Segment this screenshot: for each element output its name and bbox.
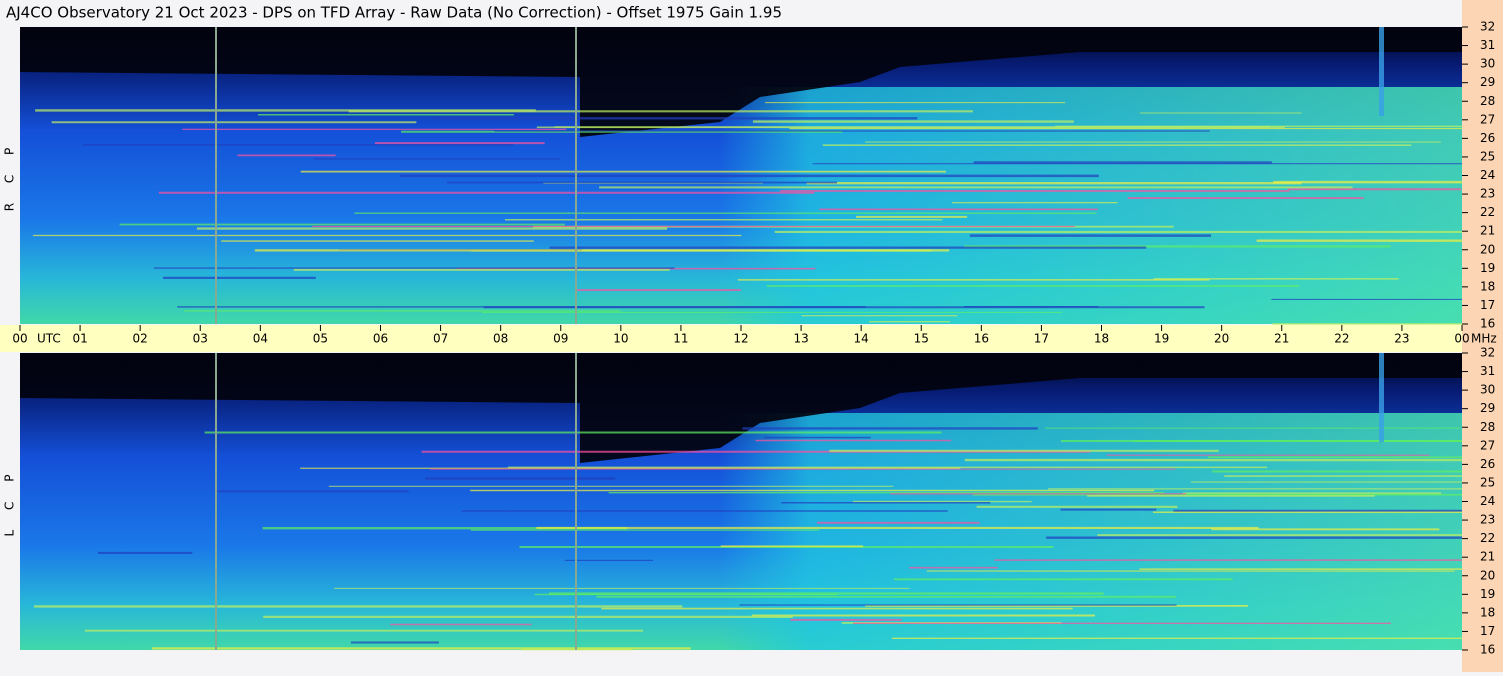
freq-tick-label: 30 <box>1480 383 1495 397</box>
title: AJ4CO Observatory 21 Oct 2023 - DPS on T… <box>6 4 782 22</box>
freq-tick-label: 32 <box>1480 346 1495 360</box>
freq-tick-label: 24 <box>1480 168 1495 182</box>
time-label: 23 <box>1394 332 1409 346</box>
freq-tick-label: 17 <box>1480 624 1495 638</box>
interference-band <box>1379 353 1384 443</box>
spectrogram-quiet <box>20 27 1462 137</box>
freq-tick-label: 28 <box>1480 94 1495 108</box>
freq-tick-label: 22 <box>1480 531 1495 545</box>
time-label: 04 <box>253 332 268 346</box>
freq-tick-label: 23 <box>1480 187 1495 201</box>
time-label: 14 <box>854 332 869 346</box>
freq-tick-label: 25 <box>1480 149 1495 163</box>
time-label: 12 <box>733 332 748 346</box>
time-label: 01 <box>72 332 87 346</box>
time-strip <box>0 325 1462 352</box>
freq-tick-label: 19 <box>1480 261 1495 275</box>
freq-tick-label: 26 <box>1480 457 1495 471</box>
time-label: 17 <box>1034 332 1049 346</box>
time-label: 05 <box>313 332 328 346</box>
freq-tick-label: 31 <box>1480 38 1495 52</box>
frequency-strip <box>1462 0 1503 672</box>
polarization-label: R C P <box>3 140 17 212</box>
spectrogram-quiet <box>20 353 1462 463</box>
freq-tick-label: 32 <box>1480 20 1495 34</box>
freq-tick-label: 29 <box>1480 401 1495 415</box>
freq-tick-label: 22 <box>1480 205 1495 219</box>
freq-tick-label: 28 <box>1480 420 1495 434</box>
freq-tick-label: 30 <box>1480 57 1495 71</box>
freq-tick-label: 16 <box>1480 643 1495 657</box>
spectrogram-activity <box>720 413 1462 650</box>
freq-tick-label: 20 <box>1480 568 1495 582</box>
time-label: 09 <box>553 332 568 346</box>
freq-tick-label: 27 <box>1480 438 1495 452</box>
time-label: 07 <box>433 332 448 346</box>
freq-tick-label: 21 <box>1480 550 1495 564</box>
time-label: 16 <box>974 332 989 346</box>
freq-tick-label: 24 <box>1480 494 1495 508</box>
freq-tick-label: 25 <box>1480 475 1495 489</box>
freq-tick-label: 26 <box>1480 131 1495 145</box>
time-label: 08 <box>493 332 508 346</box>
time-label: 19 <box>1154 332 1169 346</box>
time-label: 03 <box>193 332 208 346</box>
time-label: 06 <box>373 332 388 346</box>
time-label: 21 <box>1274 332 1289 346</box>
polarization-label: L C P <box>3 467 17 537</box>
time-unit: UTC <box>37 332 61 346</box>
time-label: 10 <box>613 332 628 346</box>
time-label: 15 <box>914 332 929 346</box>
freq-tick-label: 19 <box>1480 587 1495 601</box>
freq-tick-label: 17 <box>1480 298 1495 312</box>
interference-band <box>1379 27 1384 117</box>
freq-tick-label: 29 <box>1480 75 1495 89</box>
frequency-unit: MHz <box>1471 332 1497 346</box>
freq-tick-label: 27 <box>1480 112 1495 126</box>
time-label: 18 <box>1094 332 1109 346</box>
time-label: 20 <box>1214 332 1229 346</box>
freq-tick-label: 18 <box>1480 605 1495 619</box>
time-label: 00 <box>12 332 27 346</box>
time-label: 11 <box>673 332 688 346</box>
freq-tick-label: 18 <box>1480 279 1495 293</box>
time-label: 22 <box>1334 332 1349 346</box>
time-label: 00 <box>1454 332 1469 346</box>
freq-tick-label: 31 <box>1480 364 1495 378</box>
freq-tick-label: 20 <box>1480 242 1495 256</box>
freq-tick-label: 16 <box>1480 317 1495 331</box>
freq-tick-label: 21 <box>1480 224 1495 238</box>
time-label: 13 <box>793 332 808 346</box>
freq-tick-label: 23 <box>1480 513 1495 527</box>
time-label: 02 <box>133 332 148 346</box>
